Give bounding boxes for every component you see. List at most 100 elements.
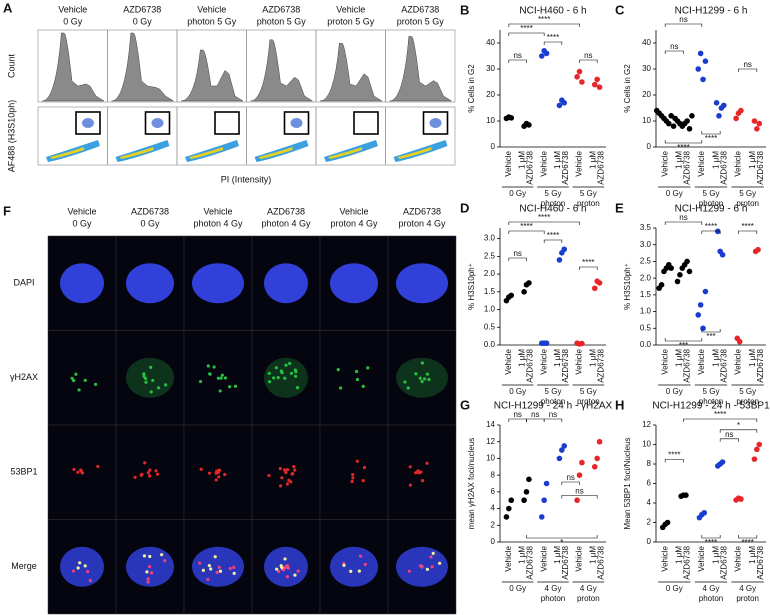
condition-label: Vehicle xyxy=(734,348,743,374)
panel-letter: G xyxy=(460,397,470,412)
group-label: 4 Gy xyxy=(739,584,756,593)
y-tick-label: 40 xyxy=(486,38,495,47)
histogram xyxy=(180,49,244,102)
scatter-frame xyxy=(385,106,456,166)
condition-label: AZD6738 xyxy=(561,150,570,184)
scatter-cloud-inner xyxy=(328,147,362,159)
data-point xyxy=(591,81,598,88)
data-point xyxy=(579,79,585,85)
significance-bracket xyxy=(738,230,758,234)
y-tick-label: 20 xyxy=(642,90,651,99)
condition-label: AZD6738 xyxy=(683,545,692,579)
y-tick-label: 30 xyxy=(486,64,495,73)
y-tick-label: 0 xyxy=(491,142,496,151)
condition-label: AZD6738 xyxy=(756,545,765,579)
y-tick-label: 0 xyxy=(647,537,652,546)
data-point xyxy=(686,268,693,275)
y-tick-label: 1.0 xyxy=(640,307,652,316)
focus xyxy=(223,376,228,380)
nucleus-stain xyxy=(126,357,174,398)
focus xyxy=(219,376,223,380)
group-label: 4 Gy xyxy=(703,584,720,593)
focus xyxy=(217,565,221,569)
condition-label: AZD6738 xyxy=(526,348,535,382)
data-point xyxy=(541,497,547,504)
focus xyxy=(355,377,360,382)
focus xyxy=(296,569,300,573)
condition-label: 1 μM xyxy=(518,546,527,564)
histogram xyxy=(319,42,383,102)
plot-title: NCI-H1299 - 24 h - γH2AX xyxy=(494,401,613,412)
focus xyxy=(420,361,425,365)
group-label: 5 Gy xyxy=(739,189,756,198)
plot-title: NCI-H1299 - 24 h - 53BP1 xyxy=(652,401,770,412)
panel-letter: H xyxy=(615,397,624,412)
significance-label: **** xyxy=(520,24,532,33)
focus xyxy=(420,565,424,569)
data-point xyxy=(736,338,743,345)
column-header: Vehicle xyxy=(197,4,226,14)
column-header: AZD6738 xyxy=(267,206,305,216)
data-point xyxy=(702,288,709,295)
data-point xyxy=(543,50,550,57)
condition-label: 1 μM xyxy=(675,349,684,367)
plot-title: NCI-H460 - 6 h xyxy=(519,6,586,17)
gated-events xyxy=(151,118,164,128)
column-header: proton 4 Gy xyxy=(330,218,378,228)
focus xyxy=(294,374,298,378)
focus xyxy=(285,482,290,486)
focus xyxy=(288,361,292,366)
significance-bracket xyxy=(508,23,580,27)
focus xyxy=(414,471,418,475)
condition-label: AZD6738 xyxy=(719,348,728,382)
focus xyxy=(206,577,210,582)
y-axis-label: % Cells in G2 xyxy=(623,64,632,113)
column-header: Vehicle xyxy=(67,206,96,216)
focus xyxy=(282,568,286,572)
focus xyxy=(366,366,370,370)
data-point xyxy=(594,76,600,83)
significance-bracket xyxy=(543,239,563,243)
y-tick-label: 0.5 xyxy=(640,323,652,332)
data-point xyxy=(574,74,580,80)
focus xyxy=(355,459,359,463)
significance-bracket xyxy=(508,418,527,422)
column-header: AZD6738 xyxy=(262,4,300,14)
focus xyxy=(217,475,221,479)
micrograph xyxy=(115,424,185,520)
significance-label: **** xyxy=(705,538,717,547)
gate xyxy=(422,111,449,135)
focus xyxy=(283,557,287,561)
group-label: 0 Gy xyxy=(509,189,526,198)
significance-label: **** xyxy=(520,222,532,231)
condition-label: Vehicle xyxy=(575,348,584,374)
focus xyxy=(232,565,236,569)
data-point xyxy=(556,455,563,462)
group-label: photon xyxy=(541,397,565,406)
gate xyxy=(214,111,240,135)
focus xyxy=(208,372,212,376)
focus xyxy=(156,386,161,390)
group-label: 4 Gy xyxy=(545,584,562,593)
focus xyxy=(285,575,289,579)
data-point xyxy=(596,438,603,445)
data-point xyxy=(668,113,674,119)
significance-bracket xyxy=(664,221,703,225)
focus xyxy=(362,465,367,470)
significance-bracket xyxy=(701,230,721,234)
y-axis-label: AF488 (H3S10ph) xyxy=(6,100,16,173)
group-label: 5 Gy xyxy=(703,387,720,396)
data-point xyxy=(559,447,565,453)
significance-label: **** xyxy=(582,258,594,267)
micrograph xyxy=(319,424,389,520)
data-point xyxy=(713,100,720,106)
significance-bracket xyxy=(508,230,545,234)
y-tick-label: 2 xyxy=(491,520,496,529)
significance-label: **** xyxy=(677,143,689,152)
scatter-cloud-inner xyxy=(119,147,154,159)
data-point xyxy=(561,443,568,449)
focus xyxy=(151,378,155,383)
significance-bracket xyxy=(683,418,758,422)
nucleus xyxy=(330,263,378,304)
row-label: DAPI xyxy=(13,278,34,288)
